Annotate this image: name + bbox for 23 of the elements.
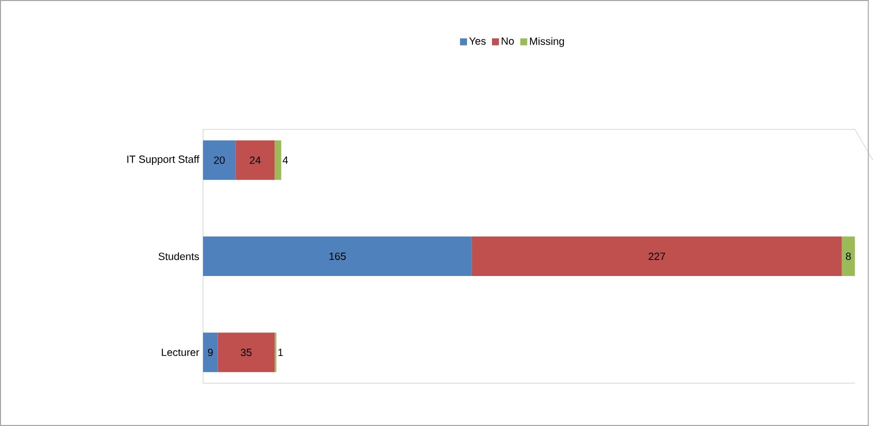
data-label: 1 (278, 348, 283, 356)
bar (472, 236, 842, 276)
legend-label: Yes (469, 37, 486, 45)
data-label: 165 (330, 252, 346, 260)
data-label: 24 (250, 156, 261, 164)
bar (236, 140, 275, 180)
y-tick-label: Students (158, 252, 199, 260)
bar (218, 332, 275, 372)
data-label: 8 (846, 252, 851, 260)
data-label: 227 (648, 252, 666, 260)
bar (203, 140, 236, 180)
legend-label: Missing (530, 37, 564, 48)
legend-label: No (502, 37, 514, 45)
bar (842, 236, 855, 276)
data-label: 20 (214, 156, 225, 164)
y-tick-label: Lecturer (162, 348, 200, 356)
data-label: 4 (282, 156, 288, 164)
data-label: 9 (208, 348, 213, 356)
bar (203, 332, 218, 372)
y-tick-label: IT Support Staff (127, 155, 200, 166)
data-label: 35 (240, 348, 252, 356)
bar (203, 236, 472, 276)
bar (274, 140, 282, 180)
